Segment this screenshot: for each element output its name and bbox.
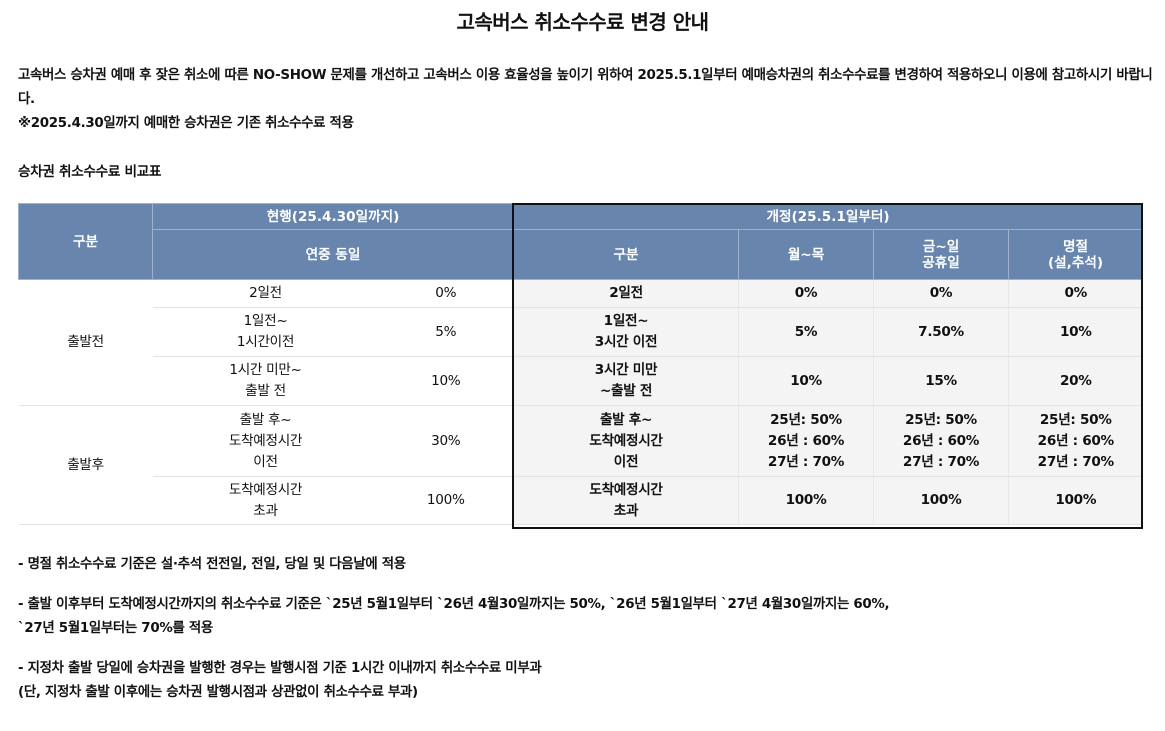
revised-condition: 도착예정시간 초과 xyxy=(513,476,739,525)
header-revised-division: 구분 xyxy=(513,229,740,280)
revised-condition: 2일전 xyxy=(513,279,739,308)
intro-text: 고속버스 승차권 예매 후 잦은 취소에 따른 NO-SHOW 문제를 개선하고… xyxy=(18,64,1153,136)
header-division: 구분 xyxy=(18,203,153,280)
page-title: 고속버스 취소수수료 변경 안내 xyxy=(456,10,709,34)
note-after-departure: - 출발 이후부터 도착예정시간까지의 취소수수료 기준은 `25년 5월1일부… xyxy=(18,597,890,636)
fee-holiday: 20% xyxy=(1008,356,1143,406)
current-fee: 5% xyxy=(378,307,514,357)
fee-comparison-table: 구분 현행(25.4.30일까지) 개정(25.5.1일부터) 연중 동일 구분… xyxy=(18,203,1144,525)
fee-fri-holiday: 0% xyxy=(873,279,1009,308)
notes: - 명절 취소수수료 기준은 설·추석 전전일, 전일, 당일 및 다음날에 적… xyxy=(18,553,1153,721)
current-condition: 2일전 xyxy=(152,279,379,308)
header-current-sub: 연중 동일 xyxy=(151,229,515,280)
fee-fri-holiday: 15% xyxy=(873,356,1009,406)
fee-mon-thu: 0% xyxy=(738,279,874,308)
fee-mon-thu: 25년: 50% 26년 : 60% 27년 : 70% xyxy=(738,405,874,477)
fee-holiday: 25년: 50% 26년 : 60% 27년 : 70% xyxy=(1008,405,1143,477)
fee-fri-holiday: 25년: 50% 26년 : 60% 27년 : 70% xyxy=(873,405,1009,477)
header-fri-holiday: 금~일 공휴일 xyxy=(873,229,1010,280)
table-row: 출발전 2일전 0% 2일전 0% 0% 0% xyxy=(18,279,1143,406)
intro-note: ※2025.4.30일까지 예매한 승차권은 기존 취소수수료 적용 xyxy=(18,116,354,131)
table-title: 승차권 취소수수료 비교표 xyxy=(18,164,162,180)
table-row: 1시간 미만~ 출발 전 10% 3시간 미만 ~출발 전 10% 15% 20% xyxy=(19,356,1143,406)
current-condition: 도착예정시간 초과 xyxy=(152,476,379,525)
current-condition: 출발 후~ 도착예정시간 이전 xyxy=(152,405,379,477)
current-condition: 1시간 미만~ 출발 전 xyxy=(152,356,379,406)
header-current: 현행(25.4.30일까지) xyxy=(151,203,515,230)
current-condition: 1일전~ 1시간이전 xyxy=(152,307,379,357)
fee-holiday: 0% xyxy=(1008,279,1143,308)
fee-fri-holiday: 100% xyxy=(873,476,1009,525)
revised-condition: 출발 후~ 도착예정시간 이전 xyxy=(513,405,739,477)
fee-fri-holiday: 7.50% xyxy=(873,307,1009,357)
revised-condition: 3시간 미만 ~출발 전 xyxy=(513,356,739,406)
group-after-departure: 출발후 xyxy=(18,405,153,525)
note-holiday-definition: - 명절 취소수수료 기준은 설·추석 전전일, 전일, 당일 및 다음날에 적… xyxy=(18,557,406,572)
intro-paragraph: 고속버스 승차권 예매 후 잦은 취소에 따른 NO-SHOW 문제를 개선하고… xyxy=(18,68,1153,107)
fee-mon-thu: 5% xyxy=(738,307,874,357)
header-revised: 개정(25.5.1일부터) xyxy=(513,203,1144,230)
fee-holiday: 10% xyxy=(1008,307,1143,357)
group-before-departure: 출발전 xyxy=(18,279,153,406)
note-designated-bus: - 지정차 출발 당일에 승차권을 발행한 경우는 발행시점 기준 1시간 이내… xyxy=(18,661,542,700)
current-fee: 10% xyxy=(378,356,514,406)
header-mon-thu: 월~목 xyxy=(738,229,875,280)
table-row: 1일전~ 1시간이전 5% 1일전~ 3시간 이전 5% 7.50% 10% xyxy=(19,307,1143,357)
fee-mon-thu: 10% xyxy=(738,356,874,406)
current-fee: 30% xyxy=(378,405,514,477)
fee-mon-thu: 100% xyxy=(738,476,874,525)
fee-holiday: 100% xyxy=(1008,476,1143,525)
current-fee: 100% xyxy=(378,476,514,525)
table-row: 도착예정시간 초과 100% 도착예정시간 초과 100% 100% 100% xyxy=(19,476,1143,525)
header-holiday: 명절 (설,추석) xyxy=(1008,229,1144,280)
revised-condition: 1일전~ 3시간 이전 xyxy=(513,307,739,357)
current-fee: 0% xyxy=(378,279,514,308)
table-row: 출발후 출발 후~ 도착예정시간 이전 30% 출발 후~ 도착예정시간 이전 25년:… xyxy=(18,405,1143,525)
